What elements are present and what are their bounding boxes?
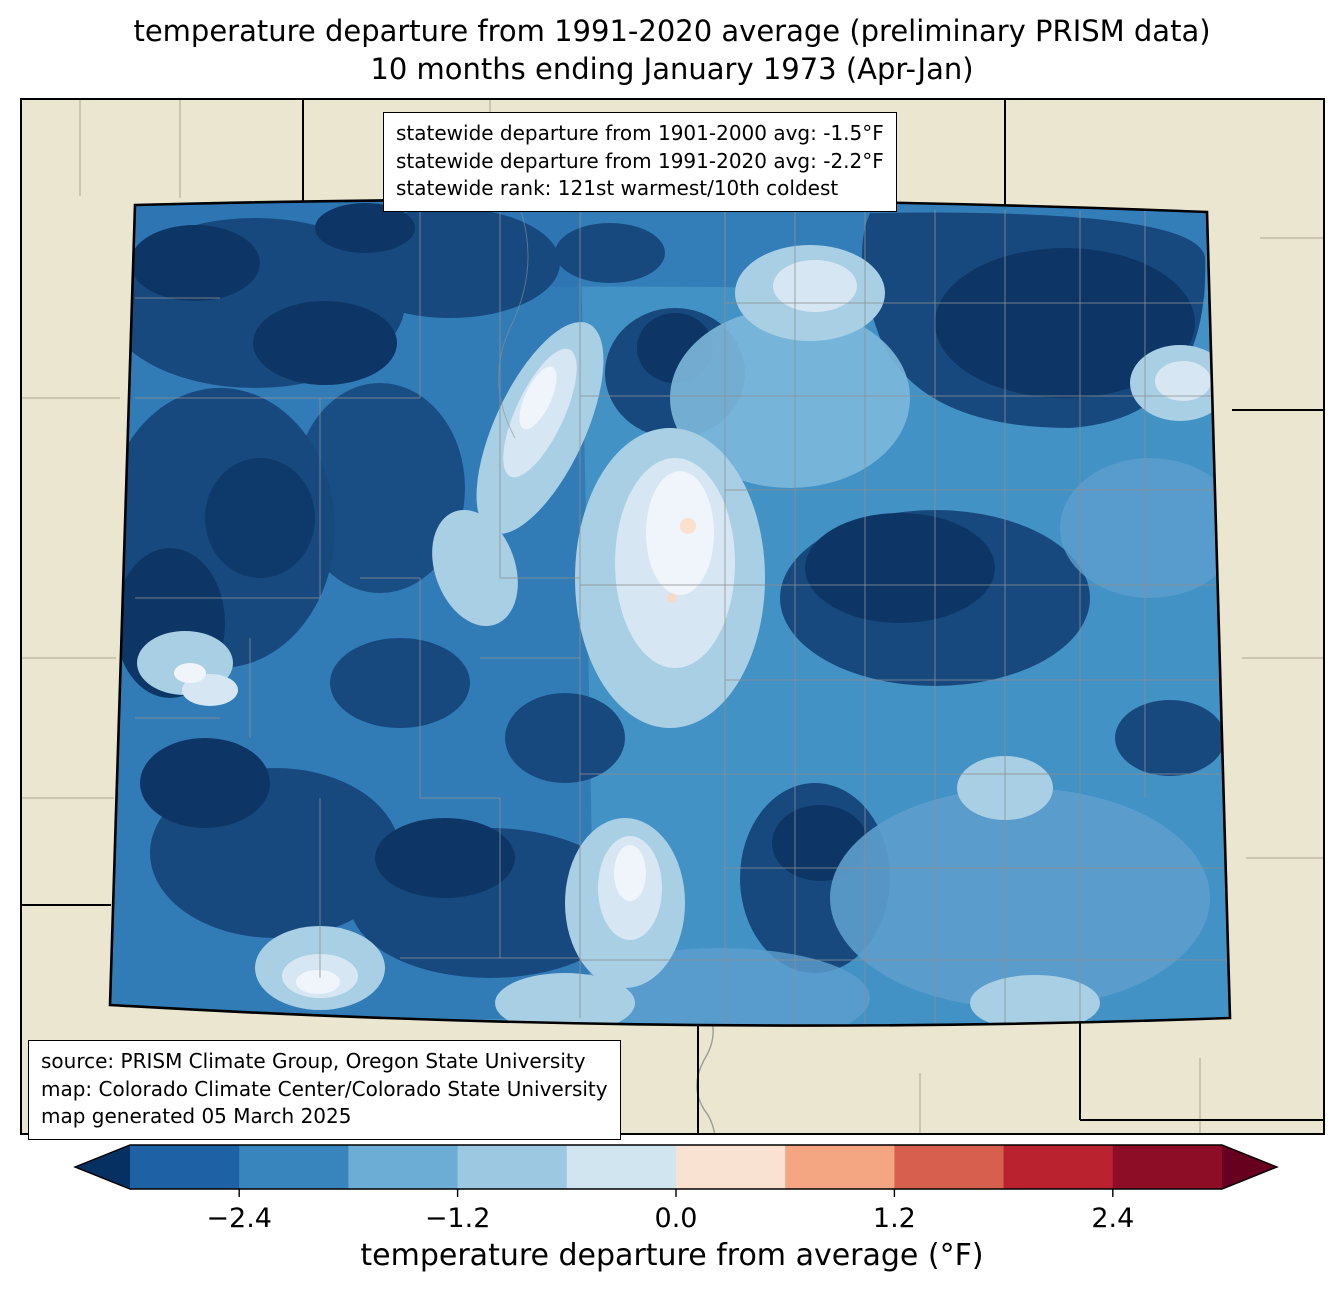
colorbar-segment xyxy=(1112,1145,1223,1189)
stats-line-2: statewide departure from 1991-2020 avg: … xyxy=(396,148,884,173)
colorbar: −2.4 −1.2 0.0 1.2 2.4 xyxy=(20,1143,1325,1243)
source-line-2: map: Colorado Climate Center/Colorado St… xyxy=(41,1076,608,1101)
colorbar-over-arrow xyxy=(1222,1145,1277,1189)
colorbar-segment xyxy=(894,1145,1005,1189)
colorbar-segment xyxy=(457,1145,568,1189)
colorbar-tick-label: −2.4 xyxy=(206,1203,272,1234)
stats-line-3: statewide rank: 121st warmest/10th colde… xyxy=(396,176,839,201)
colorado-map xyxy=(20,98,1325,1135)
colorbar-tick-label: 1.2 xyxy=(873,1203,916,1234)
statewide-stats-box: statewide departure from 1901-2000 avg: … xyxy=(383,112,897,212)
colorbar-segment xyxy=(348,1145,459,1189)
county-lines xyxy=(135,207,1230,1026)
colorbar-segment xyxy=(239,1145,349,1189)
colorbar-segment xyxy=(785,1145,895,1189)
stats-line-1: statewide departure from 1901-2000 avg: … xyxy=(396,121,884,145)
colorbar-under-arrow xyxy=(75,1145,130,1189)
map-frame xyxy=(20,98,1325,1135)
figure-title: temperature departure from 1991-2020 ave… xyxy=(0,12,1344,89)
temperature-field xyxy=(110,199,1230,1026)
source-line-1: source: PRISM Climate Group, Oregon Stat… xyxy=(41,1049,586,1073)
colorbar-segment xyxy=(130,1145,240,1189)
colorbar-axis-label: temperature departure from average (°F) xyxy=(360,1238,984,1273)
source-attribution-box: source: PRISM Climate Group, Oregon Stat… xyxy=(28,1040,621,1140)
neighbor-state-borders xyxy=(20,98,1325,1135)
colorbar-outline xyxy=(73,1144,1279,1190)
source-line-3: map generated 05 March 2025 xyxy=(41,1104,352,1129)
colorbar-segment xyxy=(1003,1145,1114,1189)
colorbar-svg: −2.4 −1.2 0.0 1.2 2.4 xyxy=(73,1144,1279,1234)
colorbar-tick-label: 2.4 xyxy=(1091,1203,1134,1234)
title-line-1: temperature departure from 1991-2020 ave… xyxy=(133,14,1211,48)
colorbar-tick-label: −1.2 xyxy=(425,1203,491,1234)
colorbar-tick-label: 0.0 xyxy=(655,1203,698,1234)
colorbar-segment xyxy=(676,1145,786,1189)
title-line-2: 10 months ending January 1973 (Apr-Jan) xyxy=(370,52,974,87)
map-panel xyxy=(20,98,1325,1135)
colorbar-segment xyxy=(566,1145,677,1189)
